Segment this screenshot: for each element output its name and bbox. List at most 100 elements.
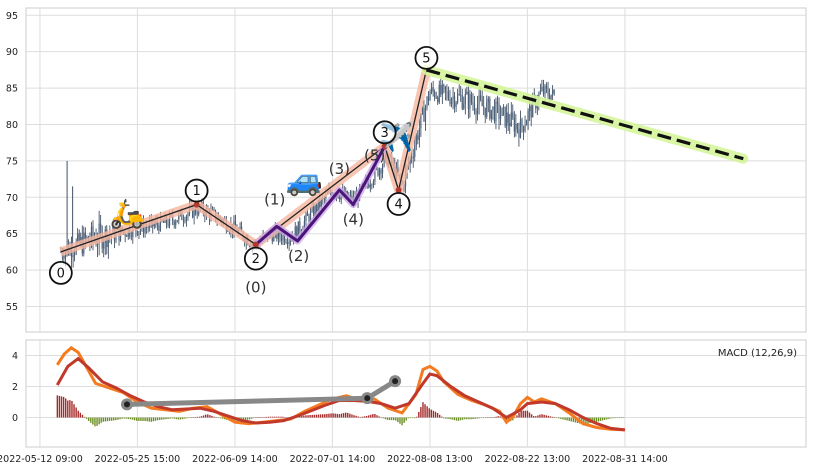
x-tick-label: 2022-08-22 13:00 [485, 454, 571, 465]
candle-body [506, 112, 508, 127]
histogram-bar [217, 417, 219, 419]
histogram-bar [347, 412, 349, 418]
candle-body [476, 104, 479, 115]
candle-body [182, 219, 184, 221]
histogram-bar [305, 415, 307, 418]
histogram-bar [334, 413, 336, 418]
histogram-bar [219, 417, 222, 419]
candle-body [544, 85, 546, 95]
histogram-bar [468, 417, 470, 420]
candle-body [424, 107, 427, 122]
candle-body [288, 240, 290, 245]
candle-body [156, 221, 158, 226]
trendline-marker-center [364, 395, 371, 402]
histogram-bar [165, 417, 167, 420]
histogram-bar [110, 417, 113, 421]
candle-body [503, 106, 505, 108]
histogram-bar [426, 406, 428, 418]
candle-body [498, 103, 500, 119]
candle-body [484, 107, 486, 117]
price-y-tick-label: 55 [6, 302, 18, 313]
price-y-tick-label: 60 [6, 266, 18, 277]
car-icon: 🚙 [286, 163, 323, 198]
candle-body [417, 135, 419, 140]
candle-body [414, 145, 416, 157]
candle-body [530, 105, 532, 118]
candle-body [519, 119, 522, 138]
candle-body [521, 119, 523, 127]
histogram-bar [121, 417, 123, 419]
histogram-bar [482, 417, 485, 419]
candle-body [78, 233, 80, 244]
candle-body [313, 206, 315, 217]
candle-body [426, 96, 428, 108]
histogram-bar [340, 413, 343, 418]
candle-body [480, 95, 482, 99]
price-y-axis: 55 60 65 70 75 80 85 90 95 [6, 11, 18, 313]
histogram-bar [459, 417, 462, 421]
subwave-label: (4) [343, 211, 364, 229]
candle-body [496, 101, 499, 104]
histogram-bar [100, 417, 102, 423]
histogram-bar [102, 417, 105, 422]
candle-body [96, 243, 99, 245]
candle-body [311, 206, 313, 212]
price-y-tick-label: 85 [6, 84, 18, 95]
x-tick-label: 2022-07-01 14:00 [290, 454, 376, 465]
histogram-bar [159, 417, 161, 420]
histogram-bar [455, 417, 458, 421]
histogram-bar [188, 417, 190, 419]
histogram-bar [246, 417, 249, 420]
candle-body [196, 213, 198, 215]
candle-body [136, 230, 139, 235]
histogram-bar [612, 417, 614, 419]
histogram-bar [516, 415, 518, 418]
histogram-bar [113, 417, 115, 421]
price-y-tick-label: 75 [6, 156, 18, 167]
candle-body [146, 227, 148, 228]
icons: 🛵🚙✈️ [110, 119, 415, 229]
candle-body [541, 86, 543, 91]
candle-body [241, 226, 243, 232]
histogram-bar [520, 410, 522, 418]
wave-label-circle [243, 246, 268, 271]
candle-body [460, 94, 462, 96]
candle-body [478, 95, 480, 105]
candle-body [234, 221, 237, 229]
candle-body [453, 96, 456, 108]
candle-body [412, 156, 414, 159]
histogram-bar [424, 404, 426, 418]
histogram-bar [136, 417, 138, 421]
histogram-bar [73, 404, 75, 418]
histogram-bar [108, 417, 111, 421]
candle-body [490, 109, 492, 119]
histogram-bar [361, 416, 364, 418]
histogram-bar [319, 414, 322, 418]
macd-y-tick-label: 0 [12, 413, 18, 424]
candle-body [319, 199, 321, 208]
histogram-bar [384, 417, 387, 420]
candle-body [545, 85, 548, 89]
candle-body [98, 223, 100, 244]
histogram-bar [409, 417, 412, 419]
histogram-bar [317, 414, 320, 418]
histogram-bar [359, 417, 361, 418]
candle-body [381, 166, 384, 174]
histogram-bar [244, 417, 247, 420]
histogram-bar [374, 414, 376, 418]
candle-body [173, 220, 175, 226]
histogram-bar [393, 417, 395, 421]
histogram-bar [551, 416, 554, 418]
candle-body [153, 224, 155, 227]
histogram-bar [418, 411, 420, 418]
candle-body [349, 195, 351, 197]
price-y-tick-label: 65 [6, 229, 18, 240]
histogram-bar [610, 417, 612, 419]
candle-body [316, 205, 318, 212]
histogram-bar [499, 416, 501, 418]
candle-body [492, 106, 494, 110]
candle-body [444, 86, 446, 92]
histogram-bar [156, 417, 159, 421]
histogram-bar [415, 416, 418, 418]
candle-body [181, 210, 183, 220]
